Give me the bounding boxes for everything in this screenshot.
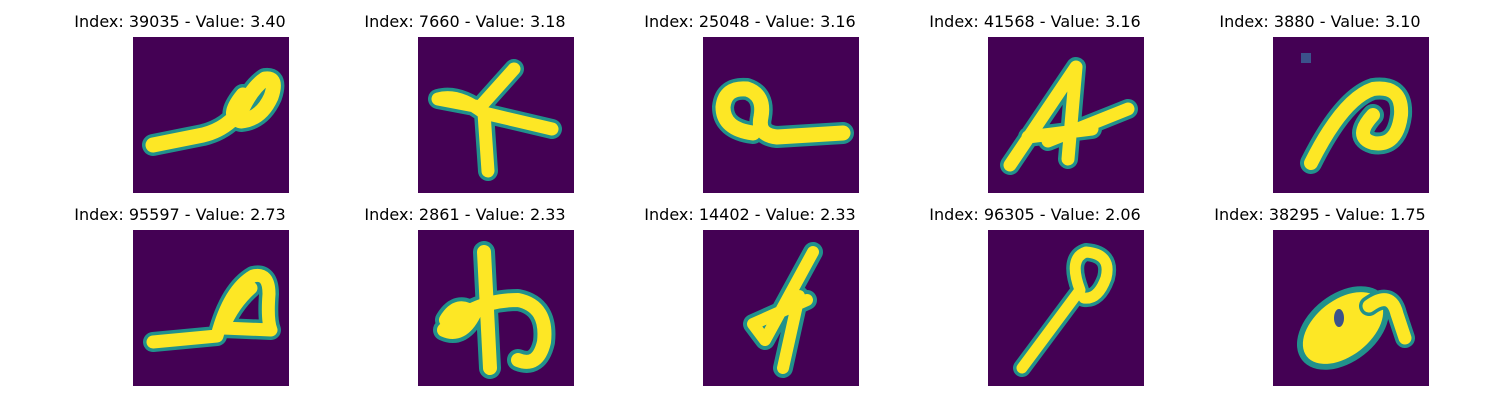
image-panel-3: Index: 25048 - Value: 3.16: [600, 0, 900, 193]
image-panel-4: Index: 41568 - Value: 3.16: [885, 0, 1185, 193]
digit-image: [703, 230, 859, 386]
panel-title: Index: 14402 - Value: 2.33: [644, 205, 856, 224]
image-panel-6: Index: 95597 - Value: 2.73: [30, 193, 330, 386]
image-panel-5: Index: 3880 - Value: 3.10: [1170, 0, 1470, 193]
image-panel-2: Index: 7660 - Value: 3.18: [315, 0, 615, 193]
hook-arch-icon: [1300, 53, 1413, 174]
digit-image: [988, 37, 1144, 193]
loop-right-tail-icon: [712, 77, 854, 148]
panel-title: Index: 38295 - Value: 1.75: [1214, 205, 1426, 224]
image-panel-8: Index: 14402 - Value: 2.33: [600, 193, 900, 386]
slanted-four-icon: [743, 242, 823, 378]
digit-image: [418, 230, 574, 386]
panel-title: Index: 2861 - Value: 2.33: [364, 205, 566, 224]
cursive-shape-icon: [433, 241, 556, 379]
digit-image: [133, 37, 289, 193]
image-panel-9: Index: 96305 - Value: 2.06: [885, 193, 1185, 386]
panel-title: Index: 3880 - Value: 3.10: [1219, 12, 1421, 31]
loop-stick-icon: [1013, 243, 1116, 377]
digit-image: [418, 37, 574, 193]
digit-image: [1273, 37, 1429, 193]
panel-title: Index: 95597 - Value: 2.73: [74, 205, 286, 224]
panel-title: Index: 7660 - Value: 3.18: [364, 12, 566, 31]
digit-image: [1273, 230, 1429, 386]
digit-image: [703, 37, 859, 193]
image-panel-1: Index: 39035 - Value: 3.40: [30, 0, 330, 193]
image-panel-10: Index: 38295 - Value: 1.75: [1170, 193, 1470, 386]
image-panel-7: Index: 2861 - Value: 2.33: [315, 193, 615, 386]
four-cross-icon: [428, 59, 562, 181]
panel-title: Index: 96305 - Value: 2.06: [929, 205, 1141, 224]
panel-title: Index: 39035 - Value: 3.40: [74, 12, 286, 31]
digit-image: [133, 230, 289, 386]
blob-swirl-icon: [1296, 286, 1415, 370]
panel-title: Index: 25048 - Value: 3.16: [644, 12, 856, 31]
panel-title: Index: 41568 - Value: 3.16: [929, 12, 1141, 31]
digit-image: [988, 230, 1144, 386]
slanted-a-icon: [1000, 57, 1138, 175]
loop-left-tail-icon: [142, 67, 285, 156]
loop-underline-icon: [143, 265, 281, 352]
